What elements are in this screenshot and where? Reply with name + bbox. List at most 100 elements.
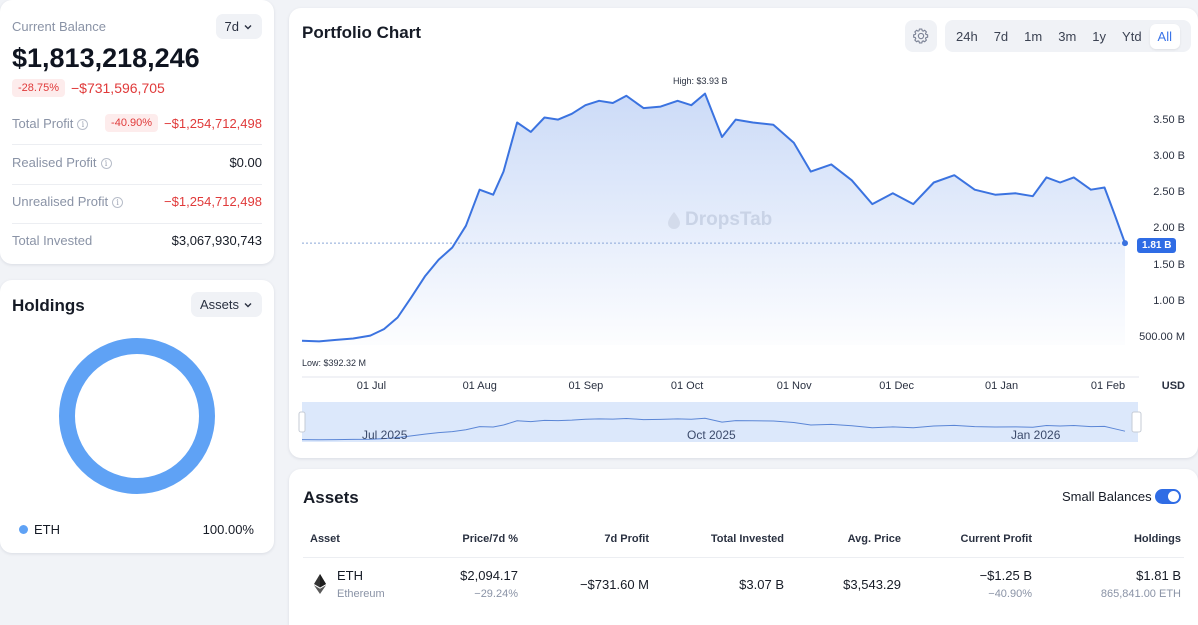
- timeframe-ytd[interactable]: Ytd: [1122, 28, 1142, 44]
- x-tick-label: 01 Dec: [879, 380, 915, 392]
- chart-high-label: High: $3.93 B: [673, 76, 728, 86]
- legend-asset-name: ETH: [34, 522, 60, 537]
- navigator-handle-left[interactable]: [298, 411, 306, 433]
- column-header-holdings[interactable]: Holdings: [1133, 533, 1181, 545]
- balance-change-pct: -28.75%: [12, 79, 65, 97]
- holdings-donut-chart[interactable]: [58, 337, 216, 495]
- navigator-label: Jul 2025: [362, 428, 408, 442]
- y-tick-label: 1.00 B: [1153, 294, 1185, 307]
- asset-7d-change: −29.24%: [474, 588, 518, 600]
- balance-period-value: 7d: [224, 19, 239, 34]
- column-header-current-profit[interactable]: Current Profit: [960, 533, 1033, 545]
- asset-total-invested: $3.07 B: [739, 577, 784, 592]
- chart-title: Portfolio Chart: [302, 23, 421, 42]
- total-profit-label: Total Profit: [12, 115, 74, 131]
- current-balance-label: Current Balance: [12, 19, 106, 34]
- legend-dot: [19, 525, 28, 534]
- timeframe-1y[interactable]: 1y: [1092, 28, 1107, 44]
- x-tick-label: 01 Sep: [568, 380, 604, 392]
- current-value-marker: 1.81 B: [1137, 238, 1177, 253]
- y-tick-label: 3.50 B: [1153, 114, 1185, 127]
- info-icon[interactable]: i: [77, 118, 89, 130]
- navigator-handle-right[interactable]: [1131, 411, 1142, 433]
- drop-icon: [668, 212, 680, 229]
- portfolio-chart-card: Portfolio Chart 24h 7d 1m 3m 1y Ytd All 500.00…: [289, 8, 1198, 458]
- column-header-price[interactable]: Price/7d %: [462, 533, 518, 545]
- unrealised-profit-row: Unrealised Profit i −$1,254,712,498: [12, 194, 262, 209]
- asset-avg-price: $3,543.29: [843, 577, 901, 592]
- divider: [12, 144, 262, 145]
- x-tick-label: 01 Feb: [1090, 380, 1126, 392]
- total-invested-label: Total Invested: [12, 233, 93, 248]
- asset-symbol: ETH: [337, 568, 363, 583]
- legend-asset-pct: 100.00%: [202, 522, 254, 537]
- asset-holdings-amount: 865,841.00 ETH: [1100, 588, 1181, 600]
- asset-current-profit: −$1.25 B: [979, 568, 1032, 583]
- x-tick-label: 01 Nov: [776, 380, 812, 392]
- total-profit-row: Total Profit i -40.90% −$1,254,712,498: [12, 114, 262, 132]
- chart-low-label: Low: $392.32 M: [302, 358, 367, 368]
- asset-current-profit-pct: −40.90%: [988, 588, 1032, 600]
- total-invested-value: $3,067,930,743: [171, 233, 262, 248]
- y-tick-label: 2.50 B: [1153, 186, 1185, 199]
- assets-card: Assets Small Balances Asset Price/7d % 7…: [289, 469, 1198, 625]
- navigator-label: Jan 2026: [1011, 428, 1061, 442]
- navigator-line: [301, 417, 1126, 441]
- balance-change-value: −$731,596,705: [70, 80, 165, 96]
- divider: [12, 223, 262, 224]
- asset-holdings-value: $1.81 B: [1136, 568, 1181, 583]
- assets-title: Assets: [303, 488, 359, 507]
- y-tick-label: 500.00 M: [1139, 330, 1185, 343]
- divider: [303, 557, 1184, 558]
- y-tick-label: 3.00 B: [1153, 150, 1185, 163]
- realised-profit-row: Realised Profit i $0.00: [12, 155, 262, 170]
- info-icon[interactable]: i: [100, 158, 112, 170]
- timeframe-selector: 24h 7d 1m 3m 1y Ytd All: [945, 20, 1191, 52]
- x-tick-label: 01 Aug: [462, 380, 497, 392]
- donut-segment-eth[interactable]: [59, 338, 215, 494]
- balance-period-select[interactable]: 7d: [215, 14, 262, 39]
- x-tick-label: 01 Jul: [356, 380, 387, 392]
- unrealised-profit-value: −$1,254,712,498: [164, 194, 262, 209]
- total-profit-value: −$1,254,712,498: [164, 115, 262, 131]
- chart-watermark: DropsTab: [667, 209, 772, 231]
- watermark-text: DropsTab: [685, 209, 773, 230]
- timeframe-7d[interactable]: 7d: [993, 28, 1009, 44]
- x-tick-label: 01 Jan: [985, 380, 1019, 392]
- chart-point[interactable]: [1122, 240, 1128, 247]
- chevron-down-icon: [244, 24, 252, 29]
- timeframe-1m[interactable]: 1m: [1024, 28, 1043, 44]
- asset-7d-profit: −$731.60 M: [579, 577, 649, 592]
- portfolio-chart[interactable]: [289, 8, 1198, 458]
- chevron-down-icon: [244, 302, 252, 307]
- holdings-title: Holdings: [12, 296, 85, 315]
- timeframe-24h[interactable]: 24h: [956, 28, 978, 44]
- info-icon[interactable]: i: [112, 197, 124, 209]
- holdings-filter-select[interactable]: Assets: [190, 292, 262, 317]
- navigator-label: Oct 2025: [687, 428, 736, 442]
- ethereum-icon: [314, 574, 326, 594]
- y-tick-label: 1.50 B: [1153, 258, 1185, 271]
- column-header-total-invested[interactable]: Total Invested: [710, 533, 784, 545]
- holdings-legend-item[interactable]: ETH: [19, 522, 60, 537]
- realised-profit-label: Realised Profit: [12, 155, 97, 170]
- gear-icon: [913, 28, 929, 44]
- y-tick-label: 2.00 B: [1153, 222, 1185, 235]
- timeframe-3m[interactable]: 3m: [1058, 28, 1077, 44]
- column-header-7d-profit[interactable]: 7d Profit: [604, 533, 649, 545]
- total-profit-pct: -40.90%: [105, 114, 159, 132]
- chart-settings-button[interactable]: [905, 20, 937, 52]
- divider: [12, 184, 262, 185]
- total-invested-row: Total Invested $3,067,930,743: [12, 233, 262, 248]
- small-balances-toggle[interactable]: [1155, 489, 1181, 504]
- column-header-avg-price[interactable]: Avg. Price: [847, 533, 901, 545]
- column-header-asset[interactable]: Asset: [310, 533, 340, 545]
- unrealised-profit-label: Unrealised Profit: [12, 194, 109, 209]
- timeframe-all[interactable]: All: [1149, 23, 1180, 49]
- asset-price: $2,094.17: [460, 568, 518, 583]
- x-tick-label: 01 Oct: [670, 380, 704, 392]
- small-balances-label: Small Balances: [1062, 489, 1152, 504]
- currency-label: USD: [1161, 380, 1185, 392]
- holdings-filter-value: Assets: [199, 297, 239, 312]
- asset-name: Ethereum: [337, 588, 385, 600]
